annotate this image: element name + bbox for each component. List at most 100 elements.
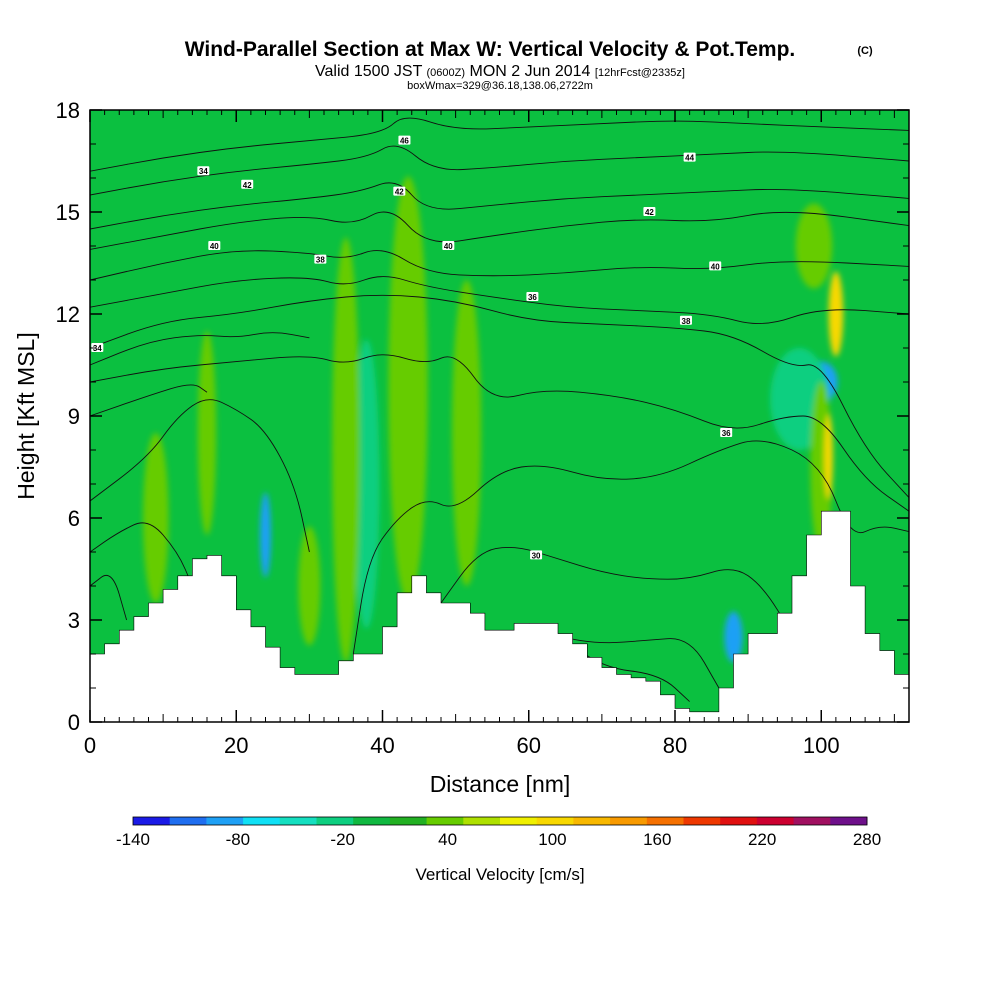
plot-area: 34 46 34 42 40 38 42 40 36 44 42 40 38 36 30 [90, 110, 909, 722]
colorbar-tick-label: 280 [853, 830, 881, 849]
contour-label: 30 [530, 550, 543, 560]
contour-label: 40 [208, 241, 221, 251]
svg-text:40: 40 [444, 242, 453, 251]
theta-isoline [90, 211, 909, 250]
contour-labels: 34 46 34 42 40 38 42 40 36 44 42 40 38 36 30 [91, 135, 733, 560]
velocity-field [143, 176, 844, 663]
colorbar-swatch [279, 817, 317, 825]
x-tick-label: 80 [663, 733, 687, 758]
svg-text:42: 42 [243, 181, 252, 190]
svg-text:44: 44 [685, 154, 694, 163]
x-tick-label: 40 [370, 733, 394, 758]
theta-isoline [352, 440, 909, 655]
svg-text:42: 42 [645, 208, 654, 217]
x-tick-label: 0 [84, 733, 96, 758]
svg-text:40: 40 [711, 262, 720, 271]
colorbar-swatch [389, 817, 428, 825]
box-info: boxWmax=329@36.18,138.06,2722m [407, 80, 593, 92]
y-tick-label: 15 [56, 200, 80, 225]
theta-isoline [90, 354, 909, 512]
colorbar-tick-label: 40 [438, 830, 457, 849]
velocity-cell [332, 237, 360, 663]
colorbar-swatch [720, 817, 758, 825]
theta-isoline [90, 117, 909, 172]
colorbar-tick-label: -80 [226, 830, 251, 849]
theta-isoline [90, 332, 310, 366]
contour-label: 38 [314, 254, 327, 265]
theta-isoline [90, 384, 208, 417]
theta-contours [90, 117, 909, 702]
x-axis-label: Distance [nm] [430, 771, 571, 797]
contour-label: 36 [526, 292, 539, 302]
x-tick-label: 60 [517, 733, 541, 758]
chart-subtitle: Valid 1500 JST (0600Z) MON 2 Jun 2014 [1… [315, 63, 685, 80]
title-mark: (C) [857, 45, 873, 57]
colorbar-swatch [756, 817, 795, 825]
colorbar: -140 -80 -20 40 100 160 220 280 [116, 816, 881, 849]
colorbar-swatch [646, 817, 684, 825]
colorbar-frame [132, 816, 868, 826]
colorbar-swatch [463, 817, 501, 825]
svg-text:38: 38 [682, 317, 691, 326]
colorbar-tick-label: 100 [538, 830, 566, 849]
colorbar-swatch [169, 817, 207, 825]
contour-label: 42 [643, 207, 656, 217]
velocity-cell [451, 280, 482, 586]
contour-label: 36 [720, 428, 733, 438]
y-tick-label: 3 [68, 608, 80, 633]
colorbar-tick-label: 160 [643, 830, 671, 849]
y-tick-label: 12 [56, 302, 80, 327]
colorbar-swatch [206, 817, 244, 825]
velocity-cell [724, 611, 743, 663]
colorbar-swatch [426, 817, 464, 825]
y-tick-label: 6 [68, 506, 80, 531]
contour-label: 44 [683, 152, 696, 163]
x-axis: 0 20 40 60 80 100 [84, 110, 910, 758]
subtitle-forecast: [12hrFcst@2335z] [595, 67, 685, 79]
contour-label: 42 [393, 186, 406, 197]
theta-isoline [90, 522, 193, 587]
terrain-shape [90, 510, 909, 722]
colorbar-swatch [573, 817, 611, 825]
contour-label: 40 [442, 241, 455, 251]
svg-text:40: 40 [210, 242, 219, 251]
velocity-cell [388, 176, 428, 602]
contour-label: 34 [197, 166, 210, 176]
x-tick-label: 100 [803, 733, 840, 758]
subtitle-valid: Valid 1500 JST [315, 63, 423, 80]
colorbar-swatch [500, 817, 538, 825]
colorbar-swatch [830, 817, 868, 825]
contour-label: 46 [398, 135, 411, 146]
theta-isoline [90, 250, 909, 281]
colorbar-swatch [536, 817, 574, 825]
svg-text:38: 38 [316, 256, 325, 265]
colorbar-label: Vertical Velocity [cm/s] [415, 865, 584, 884]
x-tick-label: 20 [224, 733, 248, 758]
svg-text:30: 30 [532, 551, 541, 560]
y-axis-label: Height [Kft MSL] [13, 332, 39, 499]
colorbar-swatch [243, 817, 281, 825]
y-tick-label: 18 [56, 98, 80, 123]
theta-isoline [90, 182, 909, 230]
velocity-cell [824, 414, 833, 500]
colorbar-swatch [353, 817, 391, 825]
theta-isoline [90, 574, 128, 621]
colorbar-tick-label: -140 [116, 830, 150, 849]
y-tick-label: 9 [68, 404, 80, 429]
colorbar-swatch [683, 817, 721, 825]
colorbar-tick-label: 220 [748, 830, 776, 849]
subtitle-utc: (0600Z) [427, 67, 466, 79]
subtitle-date: MON 2 Jun 2014 [470, 63, 591, 80]
velocity-cell [143, 433, 169, 603]
contour-label: 42 [241, 179, 254, 190]
svg-text:34: 34 [199, 167, 208, 176]
velocity-cell [197, 331, 217, 535]
theta-isoline [90, 294, 909, 498]
svg-text:46: 46 [400, 137, 409, 146]
svg-text:36: 36 [528, 293, 537, 302]
velocity-cell [260, 492, 271, 578]
colorbar-swatch [316, 817, 354, 825]
velocity-cell [298, 526, 321, 646]
